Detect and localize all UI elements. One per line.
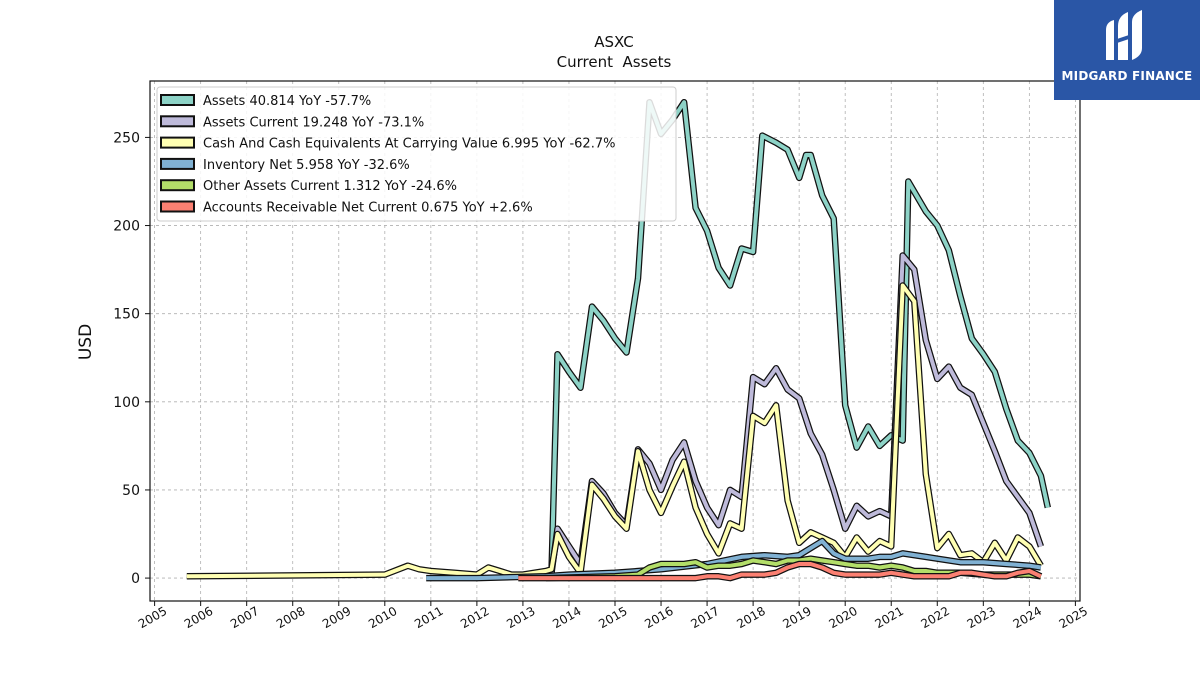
y-tick-label: 200: [113, 219, 140, 235]
legend-label: Assets 40.814 YoY -57.7%: [203, 94, 371, 109]
legend-box: [156, 86, 677, 222]
y-tick-label: 50: [122, 483, 140, 499]
legend-swatch: [160, 136, 195, 149]
legend-swatch: [160, 94, 195, 106]
chart-title: ASXC: [594, 33, 633, 51]
y-axis-label: USD: [76, 324, 96, 360]
x-tick-label: 2016: [642, 604, 675, 631]
x-tick-label: 2008: [274, 604, 307, 631]
x-tick-label: 2021: [873, 604, 906, 631]
legend-label: Assets Current 19.248 YoY -73.1%: [203, 115, 424, 130]
x-tick-label: 2020: [826, 604, 859, 631]
y-tick-label: 250: [113, 130, 140, 146]
series-line-2: [186, 283, 1043, 579]
x-tick-label: 2023: [965, 604, 998, 631]
x-tick-label: 2024: [1011, 604, 1044, 631]
legend-label: Inventory Net 5.958 YoY -32.6%: [203, 158, 410, 173]
x-tick-label: 2025: [1057, 604, 1090, 631]
series-line-4: [545, 556, 1042, 581]
logo-text: MIDGARD FINANCE: [1061, 69, 1193, 83]
y-tick-label: 100: [113, 395, 140, 411]
y-tick-label: 0: [131, 571, 140, 587]
x-tick-label: 2015: [596, 604, 629, 631]
legend-label: Other Assets Current 1.312 YoY -24.6%: [203, 179, 457, 194]
x-tick-label: 2005: [136, 604, 169, 631]
x-tick-label: 2017: [688, 604, 721, 631]
x-tick-label: 2019: [780, 604, 813, 631]
x-tick-label: 2011: [412, 604, 445, 631]
series-group: [186, 98, 1051, 582]
series-line-outline-2: [186, 282, 1044, 580]
x-tick-label: 2007: [228, 604, 261, 631]
series-line-5: [518, 562, 1042, 581]
x-tick-label: 2010: [366, 604, 399, 631]
legend: Assets 40.814 YoY -57.7% Assets Current 1…: [156, 86, 677, 222]
x-tick-label: 2009: [320, 604, 353, 631]
x-tick-label: 2014: [550, 604, 583, 631]
legend-label: Accounts Receivable Net Current 0.675 Yo…: [203, 201, 533, 216]
legend-swatch: [160, 157, 195, 170]
y-tick-label: 150: [113, 307, 140, 323]
x-tick-label: 2013: [504, 604, 537, 631]
series-line-0: [549, 100, 1050, 573]
x-tick-label: 2006: [182, 604, 215, 631]
legend-swatch: [160, 200, 195, 213]
legend-swatch: [160, 115, 195, 128]
x-tick-label: 2012: [458, 604, 491, 631]
series-line-3: [426, 539, 1042, 581]
legend-label: Cash And Cash Equivalents At Carrying Va…: [203, 137, 615, 152]
legend-swatch: [160, 179, 195, 192]
x-tick-label: 2022: [919, 604, 952, 631]
chart-subtitle: Current Assets: [557, 53, 672, 71]
x-tick-label: 2018: [734, 604, 767, 631]
brand-logo: MIDGARD FINANCE: [1054, 0, 1200, 100]
midgard-logo-icon: [1106, 10, 1142, 60]
